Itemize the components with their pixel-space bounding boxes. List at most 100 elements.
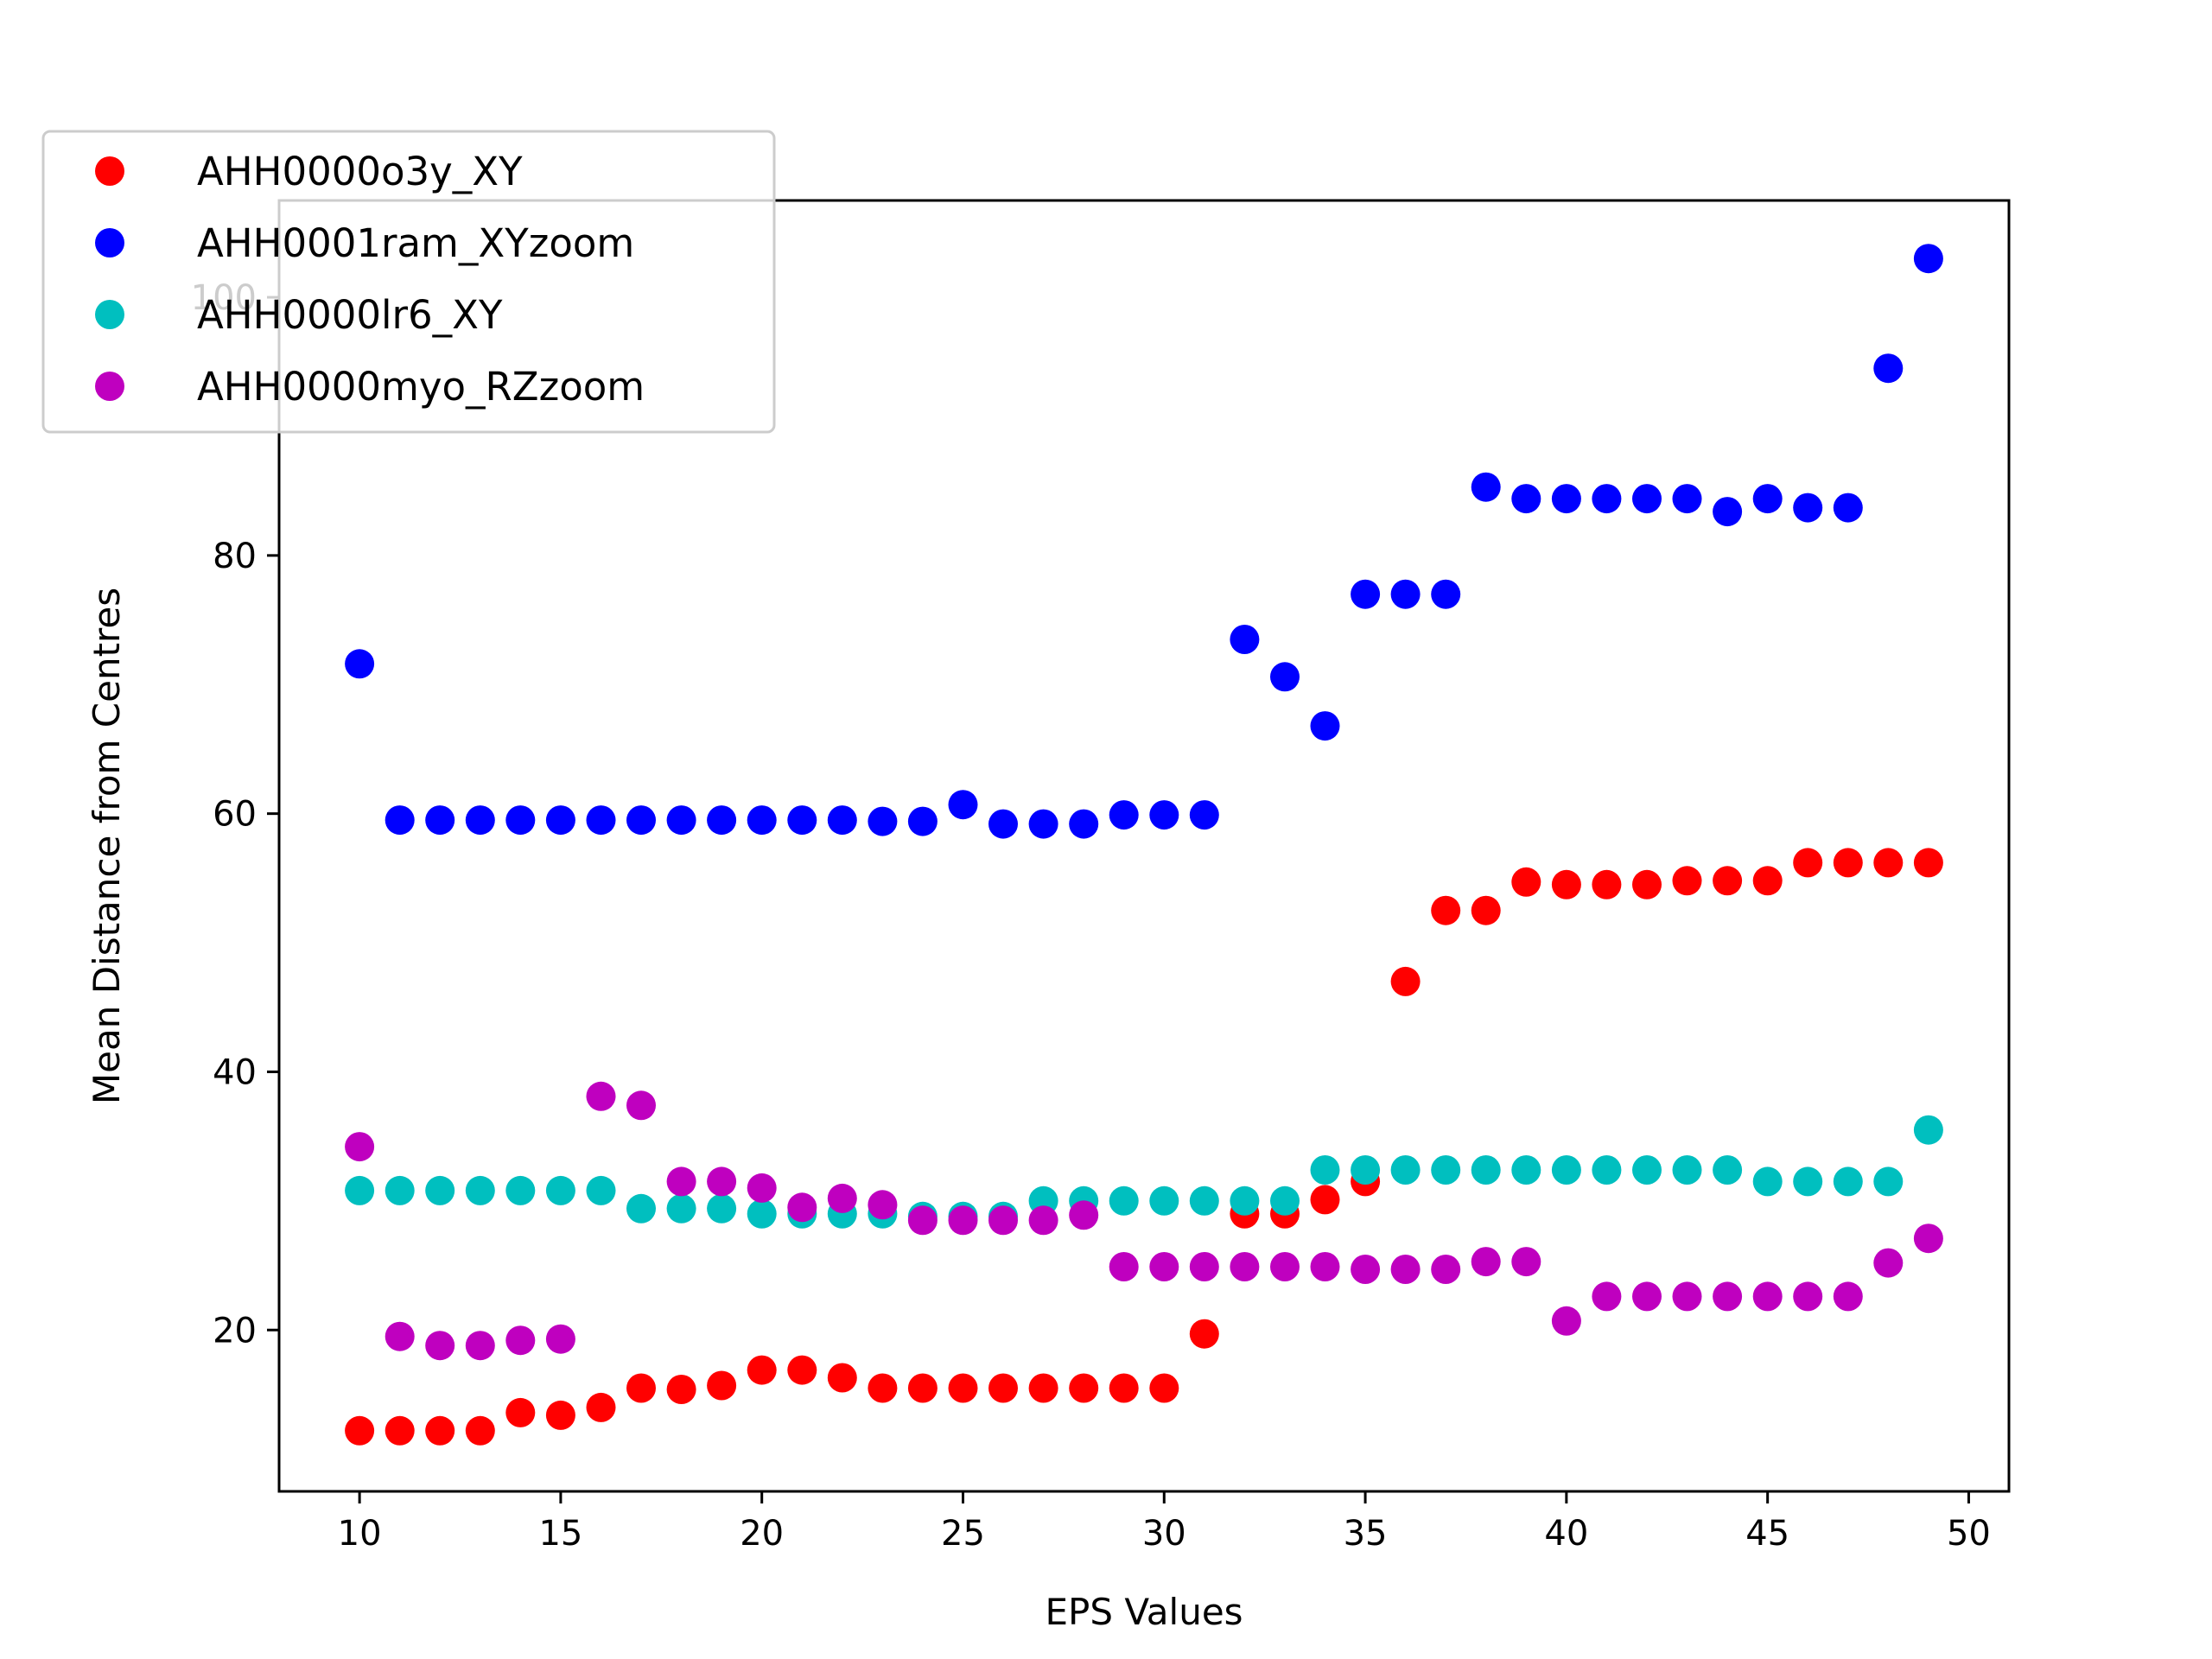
data-point [345, 1132, 375, 1162]
data-point [1833, 848, 1863, 878]
y-tick-label: 20 [213, 1311, 257, 1351]
legend-item: AHH0001ram_XYzoom [95, 220, 634, 266]
data-point [505, 1175, 536, 1205]
legend-marker [95, 228, 124, 257]
x-tick-label: 10 [338, 1514, 382, 1554]
data-point [1713, 497, 1743, 527]
data-point [1833, 1281, 1863, 1312]
data-point [988, 1205, 1018, 1236]
x-tick-label: 25 [941, 1514, 985, 1554]
data-point [1913, 1115, 1943, 1145]
data-point [586, 805, 616, 836]
data-point [425, 1175, 455, 1205]
data-point [1149, 800, 1179, 830]
data-point [1189, 800, 1219, 830]
data-point [505, 805, 536, 836]
data-point [666, 805, 696, 836]
data-point [1351, 1255, 1381, 1284]
data-point [1793, 493, 1823, 523]
legend: AHH0000o3y_XY AHH0001ram_XYzoom AHH0000lr6… [41, 130, 776, 434]
data-point [1793, 1281, 1823, 1312]
y-tick-label: 40 [213, 1052, 257, 1092]
y-tick-label: 80 [213, 537, 257, 576]
data-point [1511, 1155, 1541, 1185]
data-point [666, 1375, 696, 1404]
data-point [1752, 866, 1783, 896]
data-point [1551, 1306, 1581, 1336]
data-point [345, 1175, 375, 1205]
data-point [747, 805, 777, 836]
data-point [385, 1415, 415, 1446]
data-point [787, 805, 817, 836]
data-point [1833, 493, 1863, 523]
data-point [1310, 1155, 1340, 1185]
legend-item: AHH0000myo_RZzoom [95, 364, 645, 410]
data-point [1189, 1252, 1219, 1281]
data-point [948, 790, 978, 820]
data-point [586, 1175, 616, 1205]
data-point [747, 1198, 777, 1229]
data-point [545, 805, 575, 836]
data-point [1672, 484, 1702, 514]
data-point [948, 1373, 978, 1403]
data-point [1230, 1252, 1260, 1281]
x-tick-label: 45 [1745, 1514, 1789, 1554]
data-point [666, 1193, 696, 1224]
legend-marker [95, 156, 124, 186]
data-point [1632, 484, 1662, 514]
data-point [1511, 1247, 1541, 1277]
legend-marker [95, 300, 124, 329]
x-axis: 10 15 20 25 30 35 40 45 50 [338, 1491, 1991, 1554]
data-point [1270, 1252, 1300, 1281]
data-point [1189, 1185, 1219, 1216]
data-point [1592, 1155, 1622, 1185]
x-axis-label: EPS Values [1045, 1591, 1243, 1633]
data-point [1109, 1252, 1139, 1281]
data-point [787, 1355, 817, 1385]
data-point [465, 1415, 495, 1446]
data-point [1913, 1224, 1943, 1254]
data-point [1471, 472, 1501, 502]
data-point [747, 1355, 777, 1385]
data-point [545, 1324, 575, 1354]
series-0-points [345, 848, 1943, 1446]
data-point [1310, 1185, 1340, 1215]
data-point [1431, 1155, 1461, 1185]
data-point [1109, 1185, 1139, 1216]
legend-label: AHH0000o3y_XY [197, 149, 523, 194]
data-point [1752, 484, 1783, 514]
data-point [1873, 848, 1904, 878]
data-point [707, 1370, 737, 1401]
legend-item: AHH0000lr6_XY [95, 292, 503, 338]
plot-area-frame [277, 199, 2011, 1493]
data-point [907, 806, 938, 836]
x-tick-label: 30 [1142, 1514, 1186, 1554]
data-point [505, 1325, 536, 1356]
data-point [385, 805, 415, 836]
data-point [586, 1392, 616, 1422]
data-point [1431, 579, 1461, 609]
data-point [1672, 1155, 1702, 1185]
legend-label: AHH0000myo_RZzoom [197, 364, 645, 410]
data-point [707, 805, 737, 836]
y-axis-label: Mean Distance from Centres [86, 588, 128, 1104]
data-point [1551, 484, 1581, 514]
data-point [868, 806, 898, 836]
data-point [948, 1205, 978, 1236]
data-point [345, 649, 375, 679]
data-point [1230, 625, 1260, 654]
data-point [1672, 1281, 1702, 1312]
data-point [465, 805, 495, 836]
data-point [385, 1321, 415, 1351]
data-point [1270, 662, 1300, 692]
data-point [425, 805, 455, 836]
data-point [1390, 1255, 1421, 1284]
data-point [1471, 1155, 1501, 1185]
data-point [988, 809, 1018, 839]
data-point [1713, 1155, 1743, 1185]
data-point [1351, 579, 1381, 609]
data-point [907, 1373, 938, 1403]
data-point [1230, 1185, 1260, 1216]
data-point [787, 1192, 817, 1223]
